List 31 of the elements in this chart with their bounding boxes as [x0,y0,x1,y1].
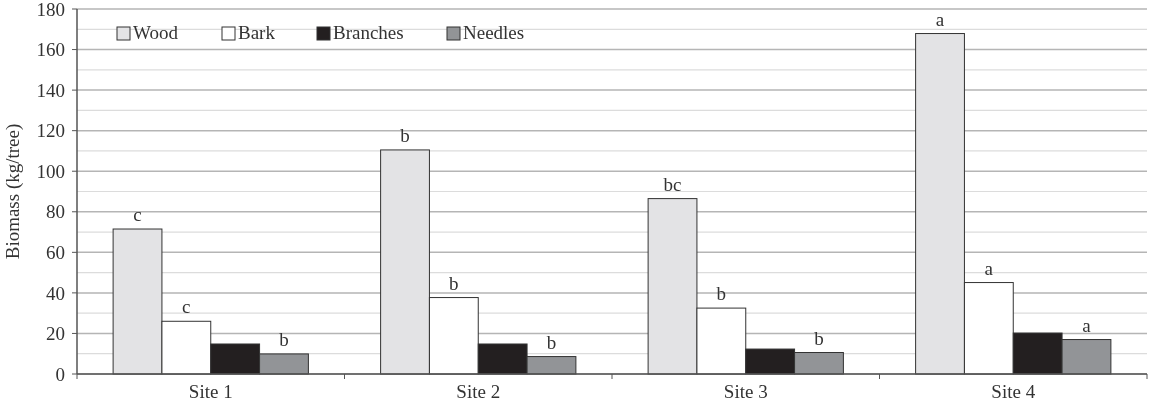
y-tick-label: 0 [55,363,65,385]
data-label: b [546,331,557,353]
x-tick-label: Site 2 [456,381,501,402]
legend-label: Bark [238,22,276,43]
legend-label: Branches [333,22,404,43]
x-tick-label: Site 1 [188,381,233,402]
y-tick-label: 20 [46,323,65,345]
data-label: b [814,327,824,349]
x-tick-label: Site 4 [991,381,1036,402]
data-label: b [716,283,727,305]
data-label: a [935,8,945,30]
y-tick-label: 180 [36,0,65,20]
data-label: c [133,204,142,226]
y-tick-label: 60 [46,241,65,263]
data-label: b [449,272,459,294]
data-label: c [182,296,191,318]
y-tick-label: 140 [36,79,65,101]
legend-label: Wood [133,22,179,43]
data-label: bc [663,173,682,195]
data-label: a [1082,314,1092,336]
y-tick-label: 80 [46,201,65,223]
y-tick-label: 40 [46,282,65,304]
y-axis-title: Biomass (kg/tree) [2,123,24,260]
y-tick-label: 120 [36,120,65,142]
legend-label: Needles [463,22,525,43]
y-tick-label: 160 [36,39,65,61]
data-label: b [279,328,289,350]
x-tick-label: Site 3 [723,381,768,402]
y-tick-label: 100 [36,160,65,182]
data-label: a [984,257,994,279]
data-label: b [400,124,410,146]
